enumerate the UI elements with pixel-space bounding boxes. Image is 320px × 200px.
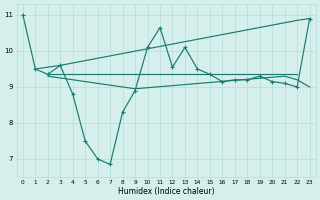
X-axis label: Humidex (Indice chaleur): Humidex (Indice chaleur) (118, 187, 214, 196)
